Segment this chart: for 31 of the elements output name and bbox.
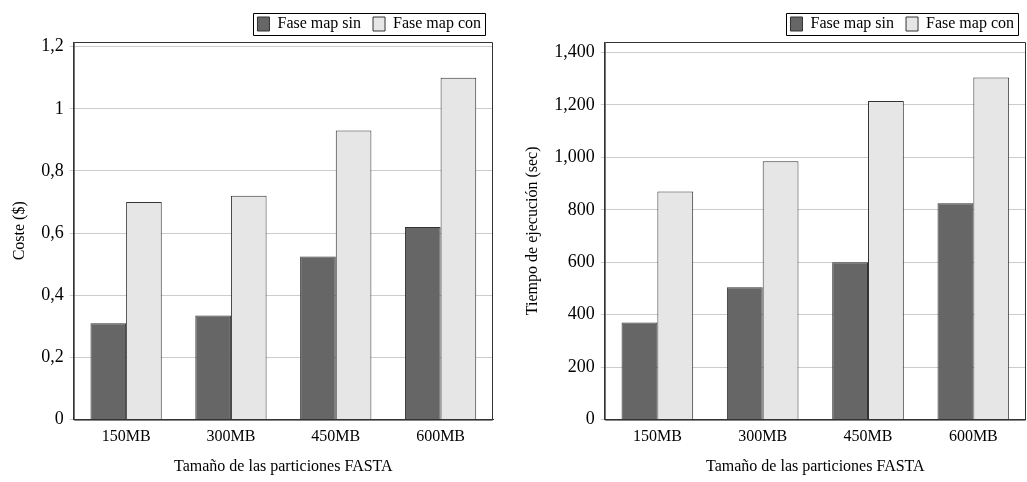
y-tick-label: 200	[567, 355, 595, 376]
x-tick-label: 450MB	[843, 427, 893, 445]
x-tick-label: 150MB	[632, 427, 682, 445]
legend-label: Fase map sin	[810, 14, 895, 33]
y-tick-label: 0	[585, 408, 595, 429]
legend-label: Fase map sin	[277, 14, 362, 33]
y-tick-label: 400	[567, 303, 595, 324]
y-axis-title: Tiempo de ejecución (sec)	[522, 146, 541, 316]
y-tick-label: 0,4	[41, 284, 64, 305]
x-tick-label: 600MB	[416, 427, 466, 445]
x-tick-label: 600MB	[948, 427, 998, 445]
y-tick-label: 0,8	[41, 159, 64, 180]
y-tick-label: 1,000	[554, 146, 595, 167]
y-axis-title: Coste ($)	[9, 201, 28, 261]
y-tick-label: 1,400	[554, 41, 595, 62]
legend-label: Fase map con	[926, 14, 1015, 33]
y-tick-label: 1	[54, 97, 64, 118]
y-tick-label: 0,6	[41, 221, 64, 242]
x-tick-label: 150MB	[101, 427, 151, 445]
y-tick-label: 1,200	[554, 93, 595, 114]
y-tick-label: 600	[567, 251, 595, 271]
x-tick-label: 450MB	[311, 427, 361, 445]
x-tick-label: 300MB	[206, 427, 256, 445]
y-tick-label: 800	[567, 198, 595, 219]
y-tick-label: 0	[54, 408, 64, 429]
x-tick-label: 300MB	[738, 427, 788, 445]
y-tick-label: 0,2	[41, 346, 64, 367]
x-axis-title: Tamaño de las particiones FASTA	[174, 456, 394, 475]
x-axis-title: Tamaño de las particiones FASTA	[706, 456, 926, 475]
y-tick-label: 1,2	[41, 35, 64, 56]
legend-label: Fase map con	[393, 14, 482, 33]
